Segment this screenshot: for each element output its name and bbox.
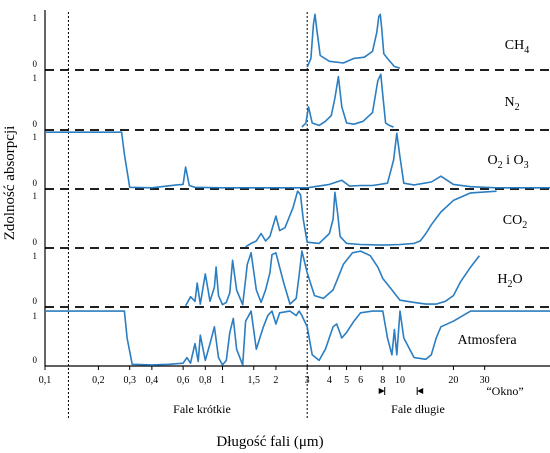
regions-layer: Fale krótkie Fale długie “Okno” [173,384,523,416]
x-tick-label: 0,4 [146,375,159,386]
y-tick-label-0: 0 [33,59,38,69]
series-line [245,190,497,248]
x-axis-label: Długość fali (μm) [216,434,323,450]
series-label: H2O [497,272,522,290]
series-line [301,73,394,128]
window-arrow-left [378,388,385,394]
y-tick-label-0: 0 [33,296,38,306]
panel-1: 0 1 CH4 [33,13,550,71]
x-tick-label: 5 [344,375,349,386]
x-tick-label: 8 [380,375,385,386]
x-tick-label: 3 [305,375,310,386]
y-tick-label-0: 0 [33,237,38,247]
x-tick-label: 6 [358,375,363,386]
series-label: N2 [504,95,519,113]
region-short-label: Fale krótkie [173,402,231,416]
x-tick-label: 4 [327,375,332,386]
x-tick-label: 0,8 [199,375,212,386]
series-line [45,131,550,189]
y-tick-label-0: 0 [33,178,38,188]
x-tick-label: 0,6 [177,375,190,386]
series-label: Atmosfera [457,333,517,348]
panel-5: 0 1 H2O [33,250,550,308]
window-arrow-right [417,388,424,394]
series-line [184,250,481,307]
series-line [306,13,401,70]
y-tick-label-1: 1 [33,13,38,23]
y-tick-label-1: 1 [33,73,38,83]
y-tick-label-1: 1 [33,311,38,321]
x-ticks: 0,1 0,2 0,3 0,4 0,6 0,8 1 1,5 2 3 4 5 6 8 10 20 30 [39,366,490,395]
y-tick-label-0: 0 [33,119,38,129]
x-tick-label: 30 [480,375,490,386]
panel-2: 0 1 N2 [33,73,550,131]
x-tick-label: 10 [395,375,405,386]
panels-layer: 0 1 CH4 0 1 N2 0 1 O2 i O3 0 1 CO2 0 1 H2O 0 1 Atmosfera [33,13,550,366]
y-tick-label-1: 1 [33,132,38,142]
axes-layer [44,10,550,420]
x-tick-label: 2 [273,375,278,386]
x-tick-label: 1 [220,375,225,386]
x-tick-label: 0,1 [39,375,52,386]
y-axis-label: Zdolność absorpcji [2,126,18,241]
panel-6: 0 1 Atmosfera [33,310,550,366]
x-tick-label: 0,3 [123,375,136,386]
y-tick-label-0: 0 [33,355,38,365]
region-window-label: “Okno” [486,384,523,398]
x-tick-label: 20 [448,375,458,386]
y-tick-label-1: 1 [33,191,38,201]
panel-3: 0 1 O2 i O3 [33,131,550,190]
series-label: CO2 [503,213,527,231]
region-long-label: Fale długie [391,402,445,416]
panel-4: 0 1 CO2 [33,190,550,249]
series-label: O2 i O3 [487,153,528,171]
series-line [45,310,550,366]
y-tick-label-1: 1 [33,251,38,261]
x-tick-label: 0,2 [92,375,105,386]
series-label: CH4 [505,38,529,56]
x-tick-label: 1,5 [248,375,261,386]
